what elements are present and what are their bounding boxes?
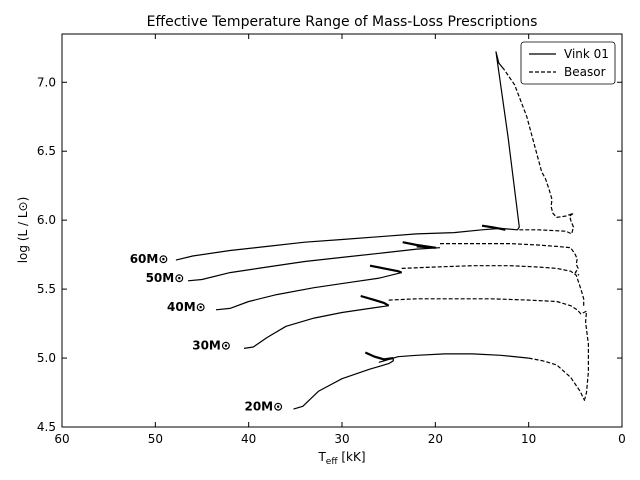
y-tick-label: 6.5: [37, 144, 56, 158]
legend: Vink 01 Beasor: [520, 41, 616, 85]
y-axis-label: log (L / L⊙): [16, 197, 30, 264]
plot-area: [61, 33, 623, 428]
mass-label-40: 40M⊙: [167, 300, 206, 314]
x-axis-label-unit: [kK]: [338, 450, 366, 464]
series-layer: [175, 51, 590, 410]
track-50-beasor: [440, 243, 580, 276]
x-tick-label: 60: [54, 432, 69, 446]
x-tick-label: 0: [618, 432, 626, 446]
y-tick-label: 6.0: [37, 213, 56, 227]
y-tick-label: 5.5: [37, 282, 56, 296]
y-tick-label: 7.0: [37, 75, 56, 89]
mass-labels: 60M⊙ 50M⊙ 40M⊙ 30M⊙ 20M⊙: [130, 252, 284, 414]
x-tick-label: 20: [428, 432, 443, 446]
legend-box: [520, 41, 616, 85]
track-60-vink01: [175, 51, 520, 261]
legend-label-beasor: Beasor: [564, 65, 606, 79]
mass-label-20: 20M⊙: [244, 399, 283, 413]
x-tick-label: 50: [148, 432, 163, 446]
track-40-loop: [369, 264, 403, 274]
x-axis-label: Teff [kK]: [317, 450, 365, 467]
y-tick-label: 5.0: [37, 351, 56, 365]
mass-label-50: 50M⊙: [146, 271, 185, 285]
chart-title: Effective Temperature Range of Mass-Loss…: [147, 14, 538, 30]
track-30-vink01: [243, 305, 389, 349]
track-20-vink01: [293, 353, 529, 410]
track-40-vink01: [215, 272, 402, 311]
track-30-loop: [360, 294, 390, 307]
x-tick-label: 10: [521, 432, 536, 446]
track-50-loop: [402, 241, 437, 249]
track-40-beasor: [401, 265, 585, 306]
track-20-loop: [364, 351, 394, 361]
legend-label-vink: Vink 01: [564, 47, 609, 61]
x-axis-label-sub: eff: [326, 457, 339, 467]
track-50-vink01: [187, 247, 441, 282]
x-axis-label-main: T: [317, 450, 326, 464]
mass-label-30: 30M⊙: [192, 339, 231, 353]
track-60-beasor: [503, 69, 575, 235]
mass-label-60: 60M⊙: [130, 252, 169, 266]
track-20-beasor: [528, 357, 586, 402]
x-tick-label: 40: [241, 432, 256, 446]
track-30-beasor: [388, 298, 590, 400]
y-tick-label: 4.5: [37, 420, 56, 434]
y-axis: 4.5 5.0 5.5 6.0 6.5 7.0: [37, 75, 622, 434]
x-axis: 60 50 40 30 20 10 0: [54, 34, 626, 446]
x-tick-label: 30: [334, 432, 349, 446]
track-60-loop: [481, 224, 506, 231]
